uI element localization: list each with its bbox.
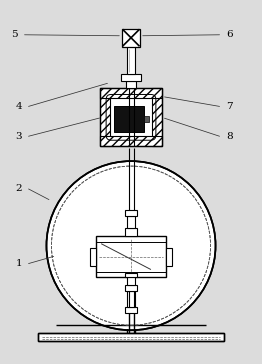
Bar xyxy=(100,88,162,98)
Bar xyxy=(125,307,137,313)
Text: 4: 4 xyxy=(15,102,22,111)
Bar xyxy=(100,88,110,146)
Text: 8: 8 xyxy=(226,132,233,141)
Text: 5: 5 xyxy=(11,30,18,39)
Bar xyxy=(39,333,223,341)
Bar xyxy=(125,273,137,277)
Bar xyxy=(127,216,135,228)
Bar xyxy=(125,210,137,216)
Text: 6: 6 xyxy=(226,30,233,39)
Circle shape xyxy=(47,162,215,329)
Bar xyxy=(127,46,135,74)
Bar xyxy=(96,236,166,277)
Text: 7: 7 xyxy=(226,102,233,111)
Bar xyxy=(90,248,96,266)
Bar xyxy=(122,29,140,47)
Bar xyxy=(121,74,141,80)
Bar xyxy=(152,88,162,146)
Bar xyxy=(127,292,135,307)
Bar xyxy=(100,136,162,146)
Bar xyxy=(166,248,172,266)
Bar xyxy=(127,277,135,285)
Bar xyxy=(100,88,162,146)
Bar xyxy=(126,80,136,88)
Text: 2: 2 xyxy=(15,185,22,193)
Text: 1: 1 xyxy=(15,259,22,268)
Bar xyxy=(144,116,149,122)
Bar xyxy=(125,228,137,236)
Bar xyxy=(125,285,137,292)
Text: 3: 3 xyxy=(15,132,22,141)
Bar xyxy=(110,98,152,136)
Bar xyxy=(114,106,144,132)
